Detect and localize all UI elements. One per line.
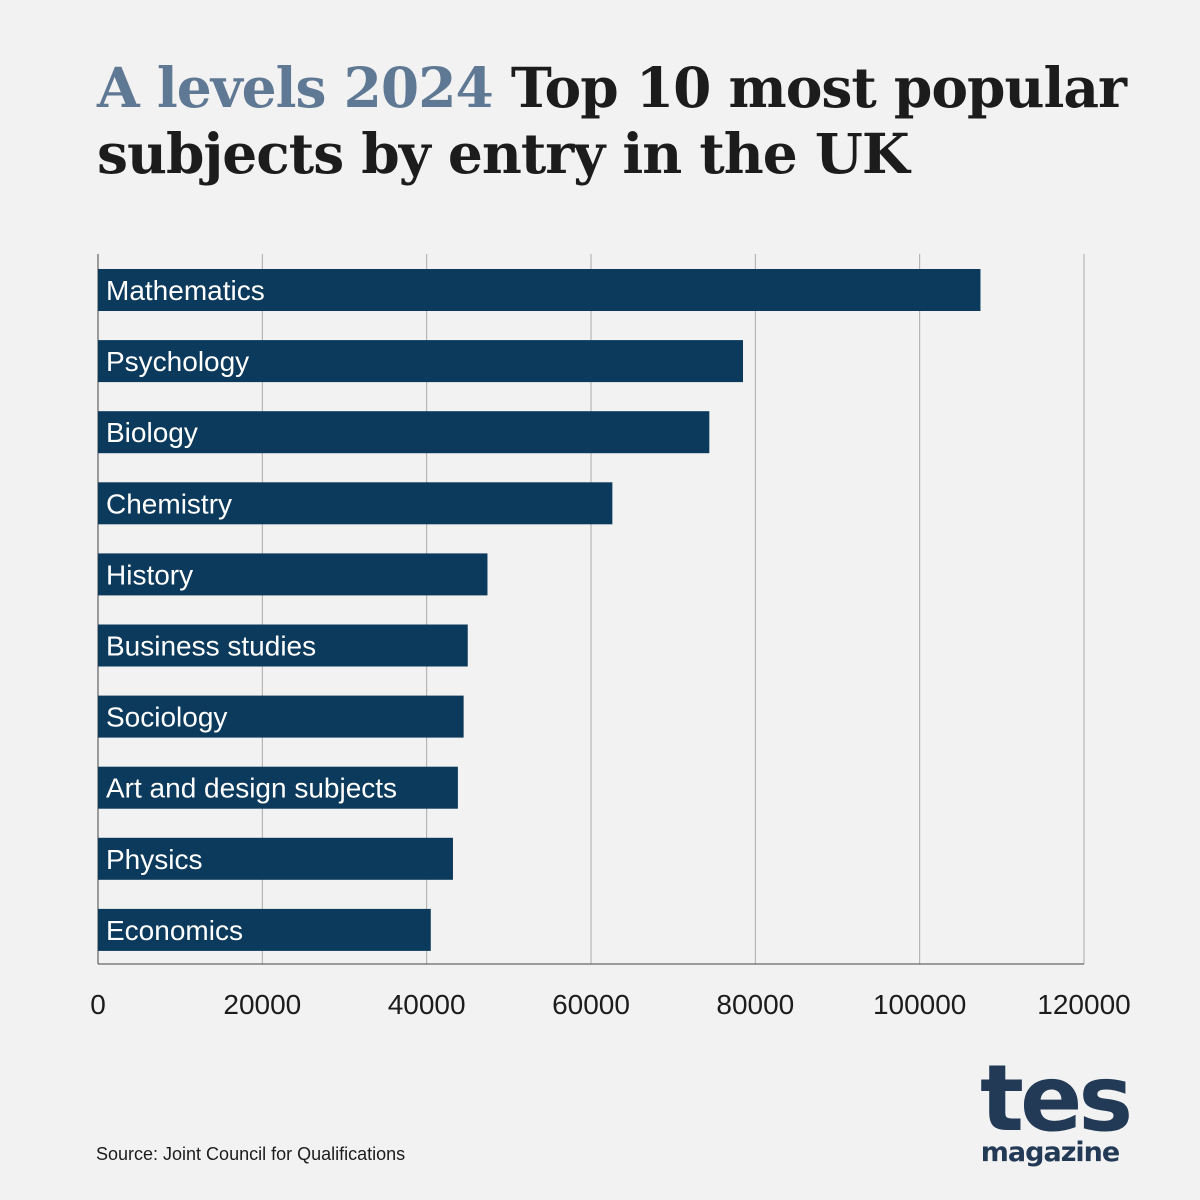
x-tick-label-80000: 80000 bbox=[716, 989, 794, 1020]
bar-label: Art and design subjects bbox=[106, 773, 397, 804]
bar-label: Economics bbox=[106, 915, 243, 946]
x-tick-label-20000: 20000 bbox=[223, 989, 301, 1020]
bar-biology bbox=[98, 411, 710, 454]
bar-label: Biology bbox=[106, 417, 198, 448]
bar-label: Chemistry bbox=[106, 488, 232, 519]
bar-label: Sociology bbox=[106, 702, 227, 733]
bar-label: History bbox=[106, 559, 193, 590]
chart-title: A levels 2024 Top 10 most popular subjec… bbox=[97, 55, 1157, 187]
bar-psychology bbox=[98, 340, 744, 383]
bar-label: Mathematics bbox=[106, 275, 265, 306]
bar-labels: Mathematics Psychology Biology Chemistry His… bbox=[106, 275, 397, 946]
bar-label: Psychology bbox=[106, 346, 249, 377]
x-tick-label-100000: 100000 bbox=[873, 989, 966, 1020]
source-note: Source: Joint Council for Qualifications bbox=[96, 1144, 406, 1164]
bar-mathematics bbox=[98, 269, 981, 311]
bar-business-studies bbox=[98, 624, 468, 667]
bars bbox=[98, 269, 981, 951]
bar-art-and-design-subjects bbox=[98, 766, 458, 809]
bar-sociology bbox=[98, 695, 464, 738]
bar-chemistry bbox=[98, 482, 613, 525]
x-tick-label-0: 0 bbox=[90, 989, 106, 1020]
title-main: Top 10 most popular subjects by entry in… bbox=[97, 55, 1127, 186]
title-accent: A levels 2024 bbox=[97, 55, 494, 120]
tes-magazine-logo: tes magazine bbox=[980, 1045, 1133, 1168]
x-tick-label-40000: 40000 bbox=[388, 989, 466, 1020]
logo-primary: tes bbox=[980, 1045, 1133, 1152]
bar-history bbox=[98, 553, 488, 596]
x-tick-label-60000: 60000 bbox=[552, 989, 630, 1020]
bar-label: Business studies bbox=[106, 631, 316, 662]
bar-economics bbox=[98, 908, 431, 951]
x-tick-label-120000: 120000 bbox=[1037, 989, 1130, 1020]
x-axis-ticks: 0 20000 40000 60000 80000 100000 120000 bbox=[90, 989, 1131, 1020]
bar-physics bbox=[98, 837, 453, 880]
bar-label: Physics bbox=[106, 844, 202, 875]
logo-secondary: magazine bbox=[980, 1137, 1120, 1168]
